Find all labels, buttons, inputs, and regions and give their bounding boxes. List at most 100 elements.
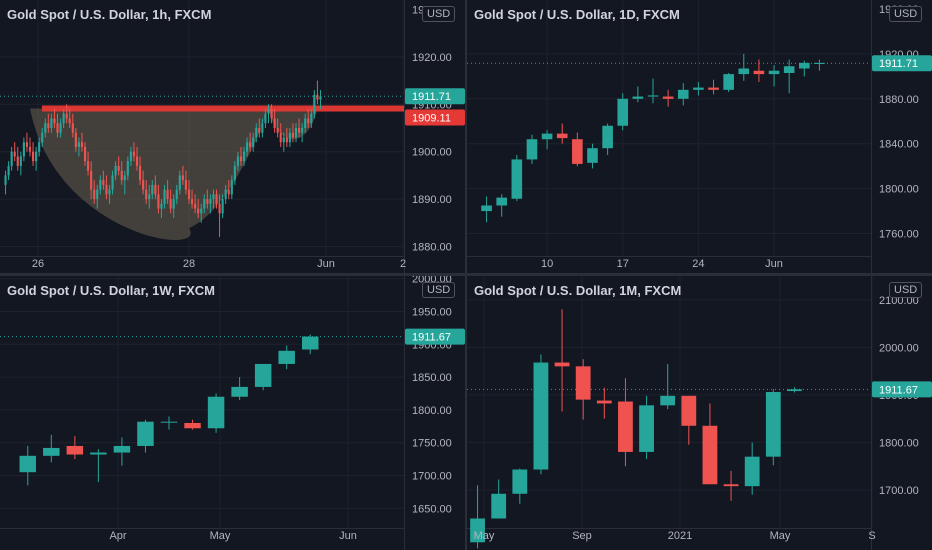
- candle-body-up: [267, 109, 270, 114]
- candle-body-down: [87, 161, 90, 171]
- chart-panel-1m[interactable]: 2100.002000.001900.001800.001700.00MaySe…: [467, 276, 932, 550]
- time-axis-label: May: [770, 530, 791, 542]
- candle-body-down: [215, 194, 218, 204]
- chart-canvas-1d[interactable]: 1920.001880.001840.001800.001760.001960.…: [467, 0, 932, 273]
- resistance-line: [42, 105, 404, 112]
- candle-body-down: [157, 194, 160, 209]
- candle-body-up: [294, 128, 298, 138]
- currency-button[interactable]: USD: [889, 282, 923, 298]
- candle-body-down: [154, 184, 157, 195]
- candle-body-up: [264, 113, 267, 124]
- currency-button[interactable]: USD: [422, 6, 456, 22]
- chart-panel-1w[interactable]: 2000.00 1950.00 1900.00 1850.00 1800.00 1750.…: [0, 276, 465, 550]
- candle-body-up: [783, 66, 795, 73]
- candle-body-down: [53, 118, 56, 124]
- price-axis-label: 1750.00: [412, 438, 452, 450]
- time-axis-label: 10: [541, 258, 553, 270]
- grid: [0, 276, 404, 528]
- panel-divider-horizontal[interactable]: [0, 273, 932, 276]
- candle-body-down: [16, 156, 19, 166]
- candle-body-up: [242, 151, 246, 162]
- candle-body-down: [572, 139, 583, 164]
- candle-body-up: [768, 70, 780, 75]
- candle-body-up: [44, 123, 47, 133]
- currency-button[interactable]: USD: [889, 6, 923, 22]
- chart-panel-1h[interactable]: 1920.001910.001900.001890.001880.001930.…: [0, 0, 465, 273]
- time-axis-label: Jun: [339, 530, 357, 542]
- candle-body-up: [511, 159, 523, 199]
- candle-body-down: [753, 70, 765, 75]
- candle-body-down: [723, 484, 739, 487]
- candle-body-up: [4, 175, 7, 185]
- time-axis-label: 2: [400, 258, 406, 270]
- candle-body-down: [83, 146, 87, 162]
- candle-body-down: [556, 133, 568, 139]
- chart-panel-1d[interactable]: 1920.001880.001840.001800.001760.001960.…: [467, 0, 932, 273]
- candle-body-down: [681, 395, 697, 426]
- candle-body-down: [197, 208, 200, 214]
- candle-body-down: [28, 146, 32, 152]
- candle-body-down: [249, 142, 252, 147]
- candle-body-up: [41, 132, 44, 143]
- price-axis-label: 1880.00: [879, 94, 919, 106]
- resistance-price-label: 1909.11: [412, 113, 451, 125]
- currency-button[interactable]: USD: [422, 282, 456, 298]
- candle-body-up: [639, 405, 654, 452]
- time-axis-label: Jun: [317, 258, 335, 270]
- candle-body-down: [190, 199, 194, 204]
- candles: [481, 53, 825, 223]
- candle-body-up: [160, 421, 178, 423]
- time-axis-label: S: [868, 530, 875, 542]
- cup-pattern-shape: [29, 108, 269, 240]
- chart-title: Gold Spot / U.S. Dollar, 1M, FXCM: [474, 283, 682, 298]
- candle-body-up: [278, 350, 295, 364]
- price-axis: 2000.001950.001900.001850.001800.001750.…: [412, 276, 452, 515]
- time-axis: 10 17 24 Jun: [541, 258, 783, 270]
- candle-body-up: [108, 189, 111, 195]
- candle-body-down: [31, 151, 35, 162]
- price-axis-label: 1760.00: [879, 229, 919, 241]
- candle-body-up: [304, 118, 307, 128]
- candle-body-up: [19, 156, 22, 166]
- candle-body-up: [90, 452, 107, 455]
- chart-canvas-1w[interactable]: 2000.001950.001900.001850.001800.001750.…: [0, 276, 465, 550]
- candles: [19, 334, 319, 486]
- candle-body-up: [647, 95, 659, 97]
- candle-body-down: [93, 189, 96, 200]
- price-axis-label: 1880.00: [412, 242, 452, 254]
- candle-body-down: [181, 175, 184, 181]
- candle-body-down: [285, 137, 288, 143]
- price-axis-label: 2000.00: [412, 276, 452, 286]
- candle-body-down: [80, 142, 84, 147]
- candle-body-up: [617, 98, 629, 126]
- candle-body-down: [239, 156, 243, 162]
- candle-body-up: [693, 87, 704, 90]
- chart-canvas-1m[interactable]: 2100.002000.001900.001800.001700.00MaySe…: [467, 276, 932, 550]
- candle-body-up: [496, 197, 507, 206]
- candle-body-up: [310, 113, 313, 124]
- last-price-label: 1911.67: [879, 384, 918, 396]
- candle-body-up: [113, 445, 131, 453]
- candle-body-down: [66, 445, 84, 455]
- time-axis: Apr May Jun: [109, 530, 356, 542]
- candle-body-up: [236, 156, 239, 166]
- candle-body-down: [708, 87, 719, 90]
- chart-canvas-1h[interactable]: 1920.001910.001900.001890.001880.001930.…: [0, 0, 465, 273]
- price-axis-label: 1800.00: [412, 405, 452, 417]
- candle-body-up: [738, 68, 750, 75]
- candle-body-up: [148, 194, 151, 200]
- grid: [467, 0, 871, 256]
- candle-body-down: [218, 203, 221, 214]
- candle-body-down: [194, 203, 197, 209]
- candle-body-down: [297, 128, 301, 133]
- time-axis-label: 26: [32, 258, 44, 270]
- candle-body-up: [301, 336, 319, 350]
- time-axis-label: 17: [617, 258, 629, 270]
- candle-body-up: [96, 189, 99, 200]
- candle-body-down: [105, 184, 108, 195]
- candle-body-up: [209, 199, 212, 204]
- candle-body-up: [787, 389, 802, 392]
- candle-body-down: [138, 165, 142, 181]
- price-axis: 1920.001880.001840.001800.001760.001960.…: [879, 4, 919, 241]
- candle-body-down: [258, 128, 261, 133]
